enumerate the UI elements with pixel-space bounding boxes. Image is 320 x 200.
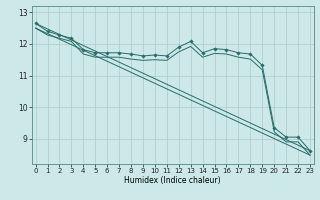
X-axis label: Humidex (Indice chaleur): Humidex (Indice chaleur) (124, 176, 221, 185)
